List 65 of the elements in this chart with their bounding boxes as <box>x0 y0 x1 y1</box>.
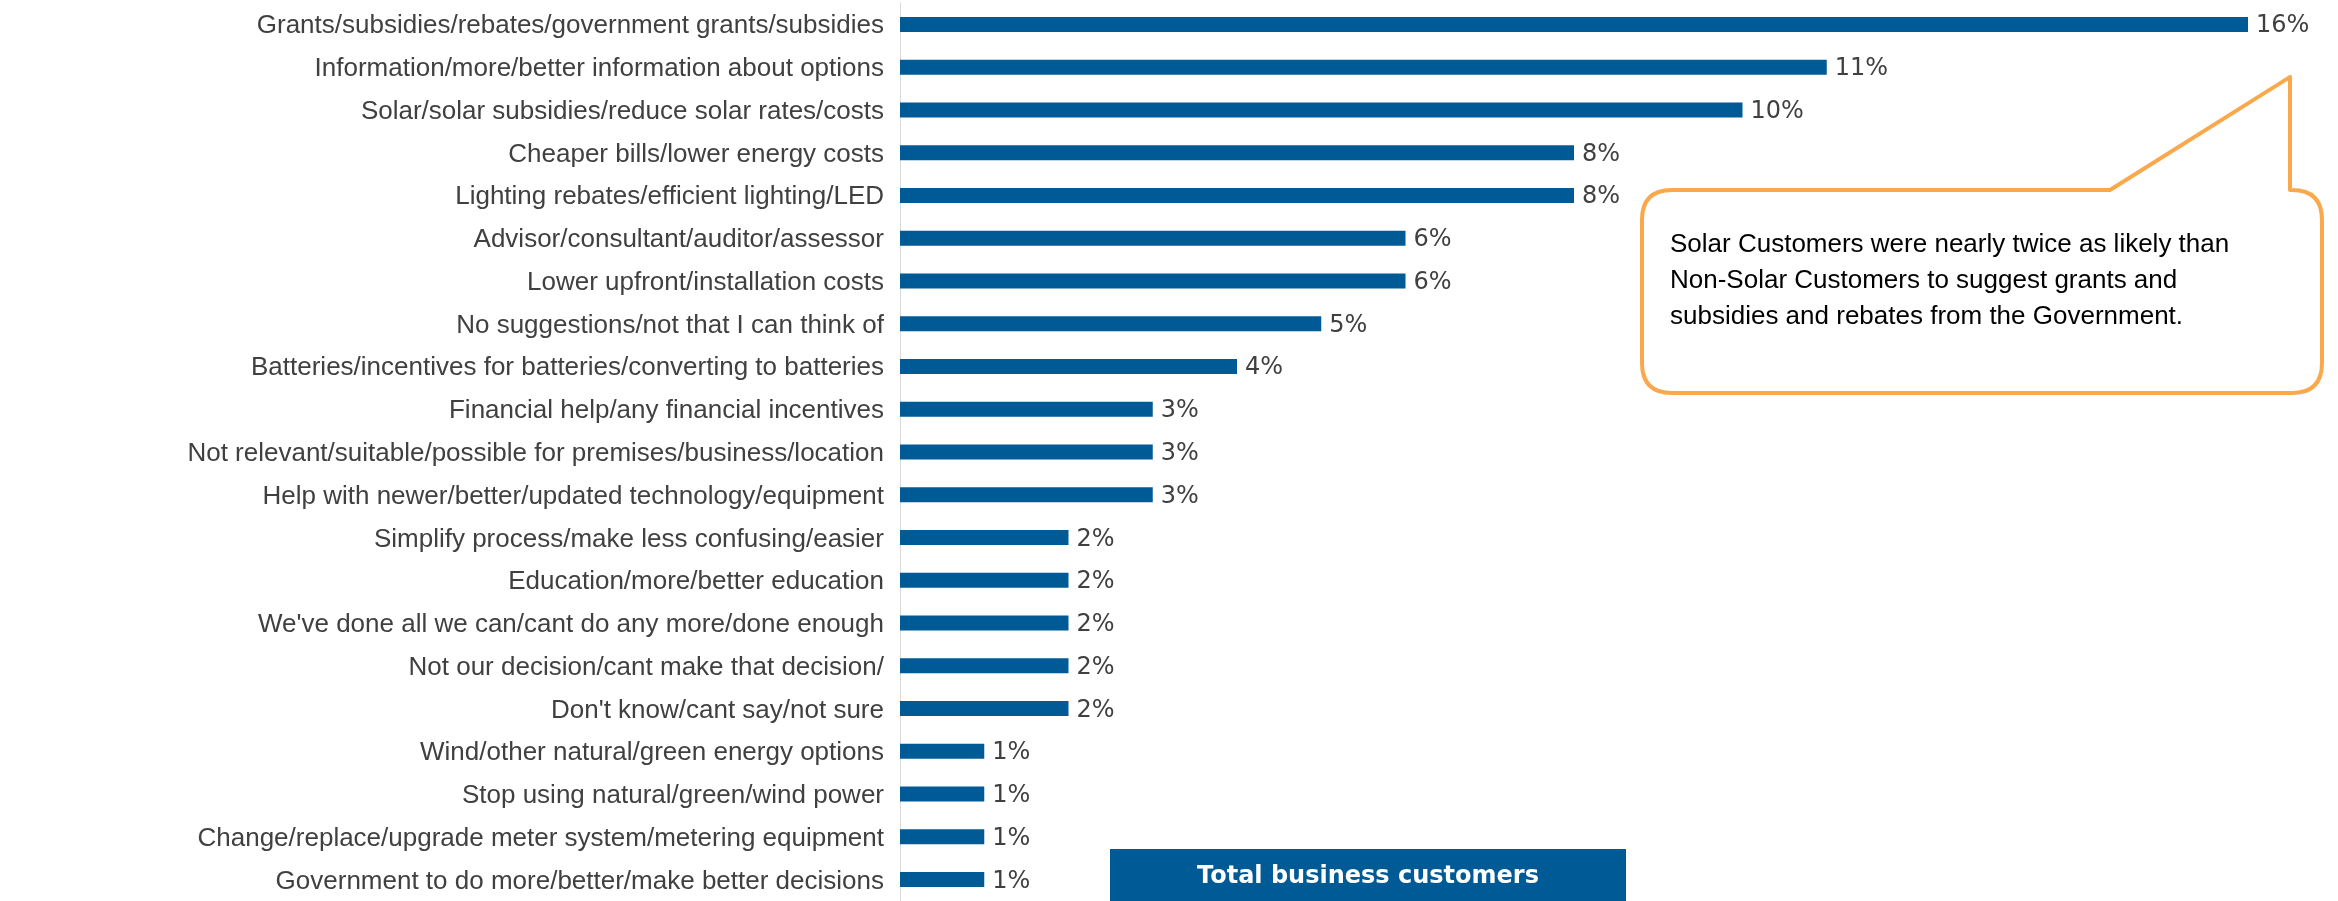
bar <box>900 872 985 888</box>
bar <box>900 658 1069 674</box>
data-label: 1% <box>992 780 1031 809</box>
y-tick-label: Wind/other natural/green energy options <box>420 736 884 767</box>
bar <box>900 316 1322 332</box>
y-tick-label: Cheaper bills/lower energy costs <box>508 137 884 168</box>
bar <box>900 743 985 759</box>
bar <box>900 273 1406 289</box>
bar <box>900 102 1743 118</box>
bar <box>900 615 1069 631</box>
y-tick-label: Government to do more/better/make better decisions <box>275 864 884 895</box>
bar <box>900 572 1069 588</box>
data-label: 11% <box>1834 53 1889 82</box>
data-label: 6% <box>1413 266 1452 295</box>
y-tick-label: Help with newer/better/updated technology/equipment <box>262 479 885 510</box>
y-tick-label: Batteries/incentives for batteries/converting to batteries <box>251 351 884 382</box>
bar <box>900 187 1574 203</box>
y-tick-label: We've done all we can/cant do any more/done enough <box>257 608 884 639</box>
data-label: 3% <box>1160 480 1199 509</box>
data-label: 2% <box>1076 609 1115 638</box>
bar <box>900 487 1153 503</box>
data-label: 16% <box>2256 10 2310 39</box>
y-tick-label: Solar/solar subsidies/reduce solar rates/costs <box>360 94 884 125</box>
y-tick-label: Financial help/any financial incentives <box>448 394 884 425</box>
data-label: 1% <box>992 865 1031 894</box>
y-tick-label: Lower upfront/installation costs <box>527 265 884 296</box>
annotation: Solar Customers were nearly twice as likely than Non-Solar Customers to suggest grants and subsidies and rebates from the Government. <box>1670 227 2231 332</box>
bar <box>900 401 1153 417</box>
data-label: 1% <box>992 822 1031 851</box>
data-label: 5% <box>1329 309 1368 338</box>
y-tick-label: Stop using natural/green/wind power <box>461 779 885 810</box>
data-label: 4% <box>1245 352 1284 381</box>
data-label: 8% <box>1582 138 1621 167</box>
bar <box>900 230 1406 246</box>
bar <box>900 530 1069 546</box>
caption-box: Total business customers <box>1110 849 1626 901</box>
y-tick-label: Education/more/better education <box>508 565 884 596</box>
y-tick-label: Not relevant/suitable/possible for premises/business/location <box>187 437 884 467</box>
data-label: 2% <box>1076 651 1115 680</box>
data-label: 8% <box>1582 181 1621 210</box>
y-tick-label: Not our decision/cant make that decision/ <box>408 650 885 681</box>
data-label: 2% <box>1076 566 1115 595</box>
bar <box>900 829 985 845</box>
data-label: 2% <box>1076 694 1115 723</box>
bar <box>900 444 1153 460</box>
y-tick-label: Information/more/better information about options <box>314 52 884 83</box>
bar <box>900 786 985 802</box>
y-tick-label: Don't know/cant say/not sure <box>550 693 884 724</box>
data-label: 3% <box>1160 438 1199 466</box>
data-label: 1% <box>992 737 1031 766</box>
y-tick-label: Lighting rebates/efficient lighting/LED <box>455 180 884 211</box>
data-label: 6% <box>1413 224 1452 253</box>
data-label: 2% <box>1076 523 1115 552</box>
data-label: 3% <box>1160 395 1199 424</box>
y-tick-label: Change/replace/upgrade meter system/metering equipment <box>197 821 885 852</box>
bar <box>900 701 1069 717</box>
y-tick-label: Simplify process/make less confusing/easier <box>373 522 885 553</box>
data-label: 10% <box>1750 95 1804 124</box>
y-tick-label: Grants/subsidies/rebates/government grants/subsidies <box>256 9 884 40</box>
bar <box>900 145 1574 161</box>
y-tick-label: No suggestions/not that I can think of <box>456 308 885 339</box>
bar <box>900 59 1827 75</box>
bar <box>900 358 1237 374</box>
bar <box>900 16 2248 32</box>
y-tick-label: Advisor/consultant/auditor/assessor <box>473 223 885 254</box>
